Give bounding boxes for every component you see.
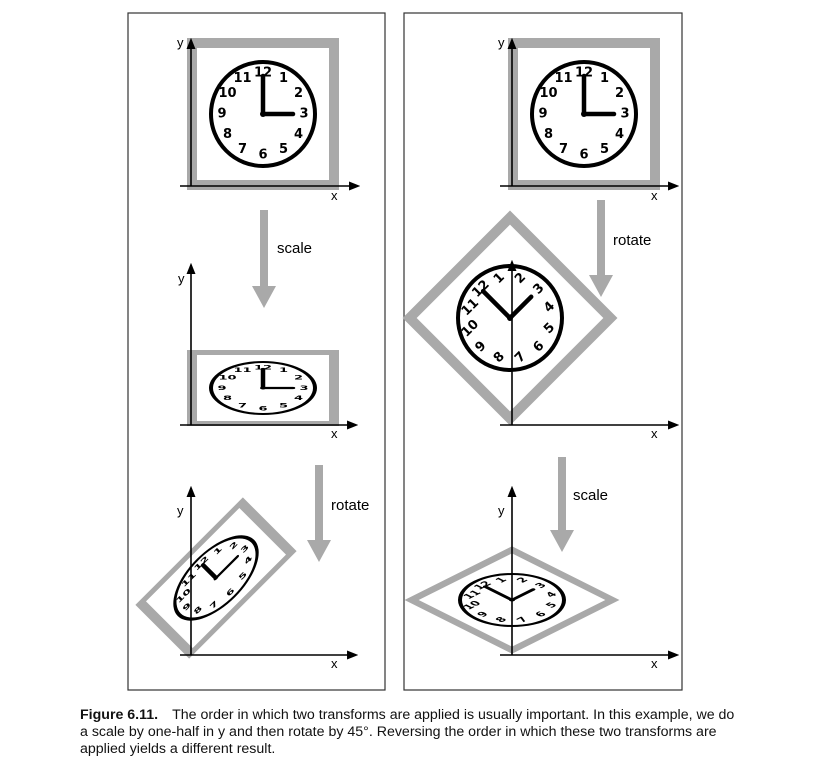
left-x-label-2: x bbox=[331, 426, 338, 441]
left-panel bbox=[127, 12, 386, 691]
left-y-label-3: y bbox=[177, 503, 184, 518]
right-x-label-2: x bbox=[651, 426, 658, 441]
right-arrow-2-label: scale bbox=[573, 487, 608, 504]
caption-text: The order in which two transforms are ap… bbox=[80, 707, 735, 757]
figure-diagram: 121234567891011 y x scale y x bbox=[127, 12, 683, 691]
left-y-label-2: y bbox=[178, 271, 185, 286]
right-original-clock bbox=[513, 43, 655, 185]
caption-label: Figure 6.11. bbox=[80, 707, 159, 723]
right-stage-3: y x bbox=[412, 485, 680, 671]
right-arrow-1-label: rotate bbox=[613, 232, 651, 249]
right-rotated-clock bbox=[410, 218, 611, 419]
left-x-label-1: x bbox=[331, 188, 338, 203]
left-arrow-2: rotate bbox=[307, 465, 369, 562]
figure-caption: Figure 6.11. The order in which two trans… bbox=[80, 707, 740, 758]
right-panel bbox=[403, 12, 683, 691]
left-arrow-1-label: scale bbox=[277, 240, 312, 257]
left-stage-2: y x bbox=[178, 262, 359, 441]
right-stage-1: y x bbox=[498, 35, 680, 203]
left-stage-3: y x bbox=[141, 485, 359, 671]
left-y-label-1: y bbox=[177, 35, 184, 50]
left-arrow-1: scale bbox=[252, 210, 312, 308]
right-arrow-2: scale bbox=[550, 457, 608, 552]
right-y-label-1: y bbox=[498, 35, 505, 50]
left-original-clock bbox=[192, 43, 334, 185]
left-x-label-3: x bbox=[331, 656, 338, 671]
right-x-label-3: x bbox=[651, 656, 658, 671]
left-arrow-2-label: rotate bbox=[331, 497, 369, 514]
right-stage-2: x bbox=[410, 218, 680, 441]
right-x-label-1: x bbox=[651, 188, 658, 203]
right-arrow-1: rotate bbox=[589, 200, 651, 297]
right-y-label-3: y bbox=[498, 503, 505, 518]
left-scaled-rotated-clock bbox=[141, 503, 292, 654]
left-scaled-clock bbox=[192, 353, 334, 424]
left-stage-1: y x bbox=[177, 35, 361, 203]
